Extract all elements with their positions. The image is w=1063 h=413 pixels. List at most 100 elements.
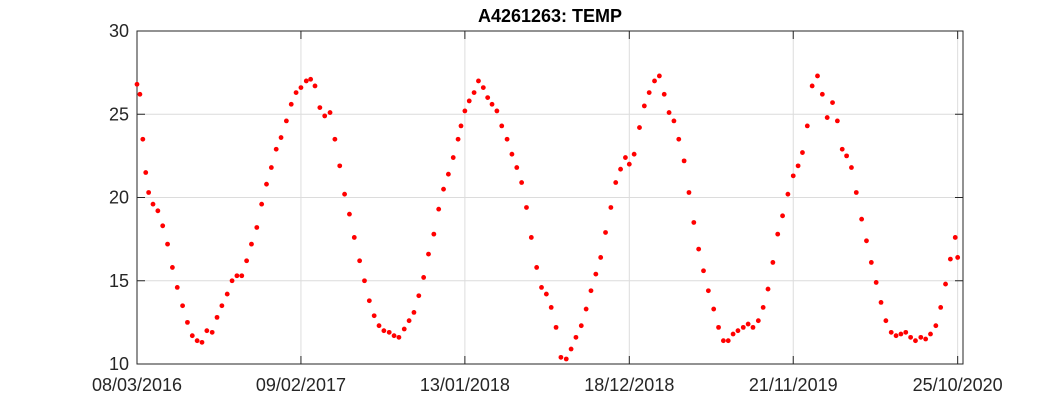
data-point: [509, 151, 515, 157]
data-point: [641, 103, 647, 109]
data-point: [244, 258, 250, 264]
data-point: [327, 110, 333, 115]
data-point: [878, 299, 884, 305]
data-point: [705, 288, 711, 294]
data-point: [436, 206, 442, 212]
data-point: [337, 163, 343, 169]
data-point: [637, 125, 642, 130]
data-point: [489, 101, 495, 107]
data-point: [775, 231, 781, 237]
data-point: [780, 213, 785, 219]
data-point: [671, 118, 677, 124]
data-point: [514, 165, 520, 170]
grid-lines: [136, 30, 963, 365]
data-point: [441, 186, 446, 192]
data-point: [839, 146, 845, 152]
data-point: [824, 115, 830, 120]
y-tick-label: 25: [109, 104, 129, 124]
data-point: [362, 278, 367, 284]
data-point: [185, 319, 190, 325]
data-point: [317, 105, 323, 110]
axis-ticks: [136, 30, 963, 365]
data-point: [898, 331, 904, 337]
data-point: [765, 286, 771, 292]
data-point: [701, 268, 706, 274]
data-point: [558, 354, 564, 360]
data-point: [146, 190, 152, 195]
data-point: [613, 180, 619, 185]
x-tick-label: 25/10/2020: [913, 375, 1003, 395]
data-point: [908, 334, 914, 340]
data-point: [376, 323, 382, 329]
data-point: [342, 191, 347, 197]
data-point: [943, 281, 948, 287]
data-point: [401, 326, 407, 332]
data-point: [696, 246, 702, 252]
data-point: [790, 173, 796, 179]
data-point: [725, 338, 731, 344]
data-point: [165, 241, 170, 247]
data-point: [137, 91, 143, 97]
data-point: [864, 238, 869, 244]
data-point: [150, 201, 156, 207]
y-tick-label: 10: [109, 354, 129, 374]
data-point: [480, 85, 486, 91]
data-point: [499, 123, 505, 129]
data-point: [603, 230, 608, 235]
data-point: [740, 324, 746, 330]
data-point: [189, 333, 195, 339]
data-point: [445, 171, 451, 177]
x-tick-label: 08/03/2016: [92, 375, 182, 395]
data-point: [666, 110, 672, 115]
data-point: [770, 260, 776, 265]
data-point: [563, 356, 569, 362]
data-point: [795, 163, 801, 169]
data-point: [366, 298, 372, 304]
data-point: [386, 329, 392, 335]
data-point: [194, 338, 200, 344]
data-point: [421, 275, 427, 280]
data-point: [646, 90, 652, 96]
data-point: [234, 273, 240, 279]
data-point: [426, 251, 431, 257]
data-point: [455, 136, 461, 142]
data-point: [548, 304, 554, 310]
data-point: [458, 123, 464, 129]
data-point: [955, 255, 961, 260]
data-point: [853, 190, 859, 195]
data-point: [815, 73, 820, 79]
data-point: [819, 91, 825, 97]
data-point: [691, 220, 697, 225]
data-point: [332, 136, 338, 142]
data-point: [923, 336, 929, 342]
data-point: [239, 273, 245, 279]
data-point: [466, 98, 472, 104]
data-point: [396, 334, 402, 340]
data-point: [204, 328, 210, 334]
data-point: [888, 329, 894, 335]
data-point: [735, 328, 741, 334]
data-point: [938, 304, 944, 310]
data-point: [543, 291, 549, 297]
data-point: [224, 291, 230, 297]
data-point: [357, 258, 363, 264]
data-point: [143, 170, 149, 175]
chart-title: A4261263: TEMP: [478, 6, 622, 26]
data-point: [471, 90, 477, 96]
data-point: [849, 165, 854, 170]
data-point: [155, 208, 161, 214]
data-point: [219, 303, 225, 309]
data-point: [268, 165, 274, 170]
data-point: [618, 166, 623, 172]
data-point: [933, 323, 939, 329]
data-point: [431, 231, 437, 237]
data-point: [676, 136, 682, 142]
data-point: [652, 78, 657, 84]
data-point: [711, 306, 717, 312]
data-point: [391, 333, 397, 339]
data-point: [528, 235, 534, 240]
data-point: [249, 241, 254, 247]
y-tick-label: 20: [109, 188, 129, 208]
data-point: [229, 278, 235, 284]
